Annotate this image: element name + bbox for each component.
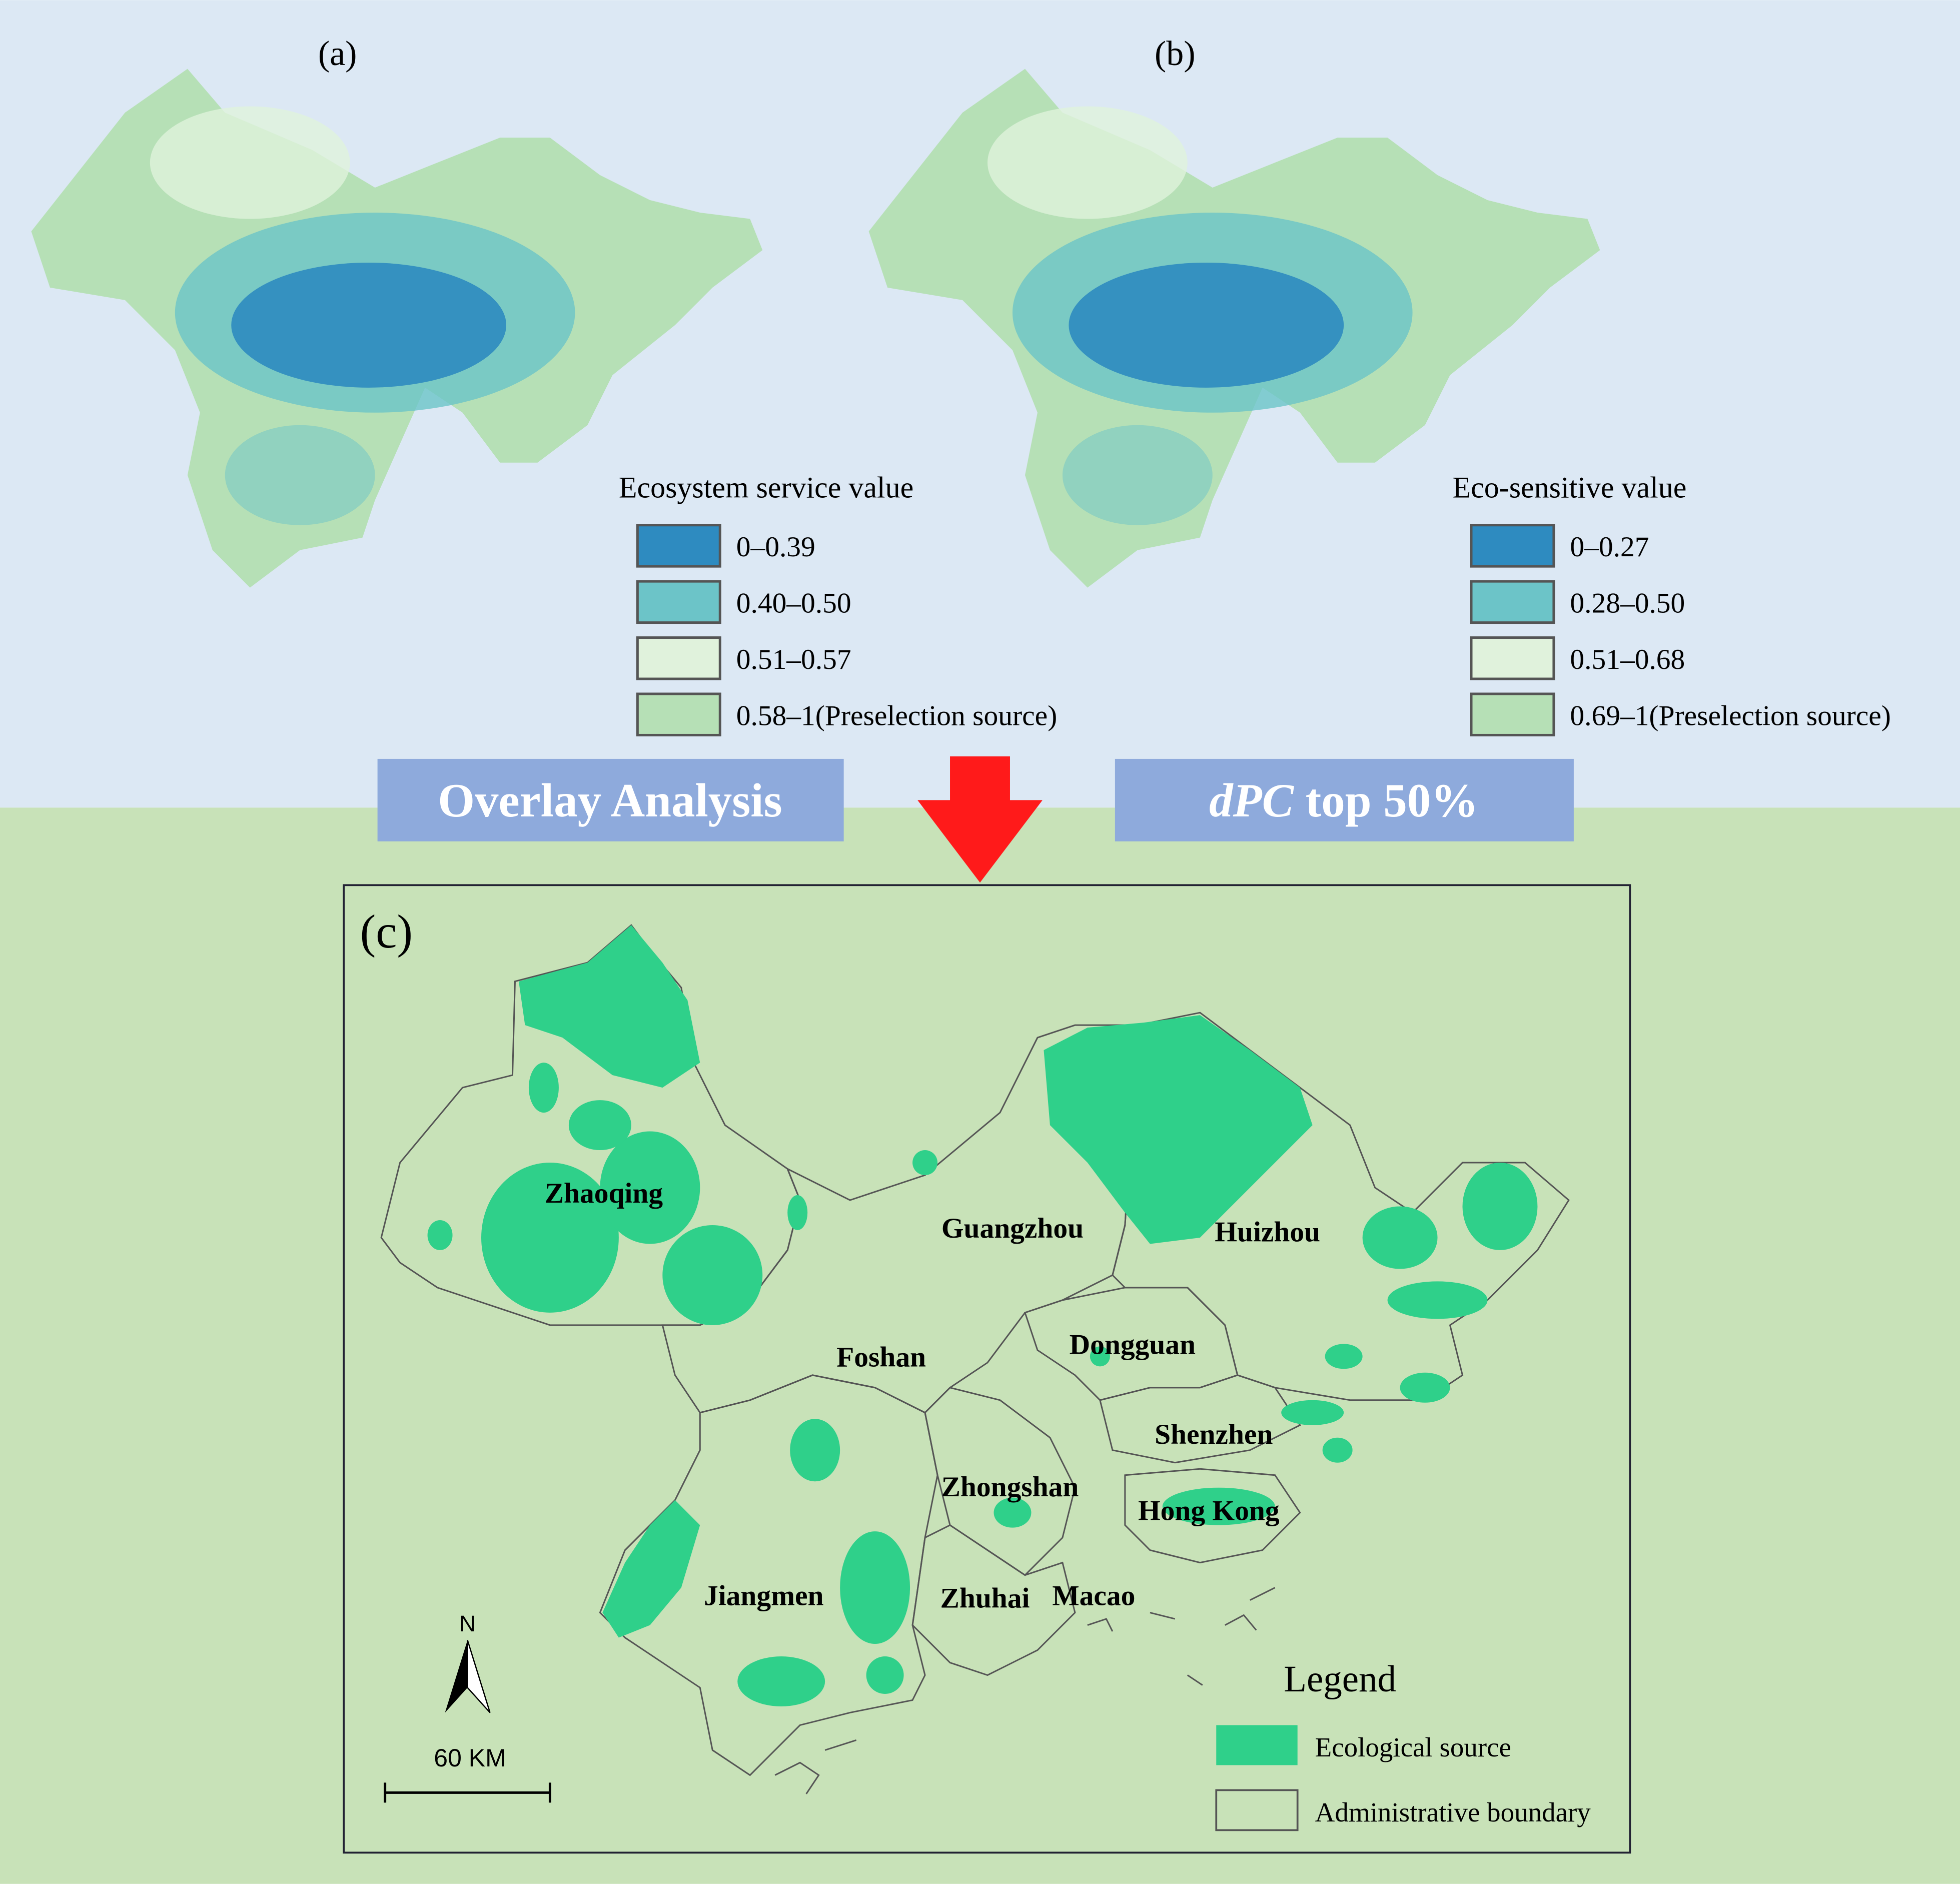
legend-title: Ecosystem service value xyxy=(619,471,913,504)
panel-label: (c) xyxy=(360,905,413,958)
low-value-zone xyxy=(150,106,350,219)
city-label: Zhaoqing xyxy=(545,1178,663,1209)
arrow xyxy=(917,756,1043,883)
raster-map xyxy=(31,69,763,588)
scale-label: 60 KM xyxy=(434,1744,506,1772)
eco-patch xyxy=(1281,1400,1344,1425)
boundary xyxy=(924,1387,1076,1576)
boundary xyxy=(1112,1012,1570,1401)
eco-patch xyxy=(528,1063,559,1113)
city-label: Foshan xyxy=(836,1341,926,1373)
eco-patch xyxy=(568,1100,631,1151)
eco-patch xyxy=(518,925,700,1088)
legend-label: Administrative boundary xyxy=(1315,1797,1591,1827)
city-label: Dongguan xyxy=(1070,1329,1196,1360)
legend-label: 0–0.27 xyxy=(1570,531,1649,563)
boundary-map xyxy=(380,924,1570,1794)
step-box xyxy=(377,758,844,841)
ecological-patches xyxy=(427,925,1538,1706)
city-label: Zhongshan xyxy=(941,1471,1079,1503)
eco-patch xyxy=(1325,1344,1363,1369)
eco-patch xyxy=(602,1500,700,1638)
eco-patch xyxy=(1400,1372,1450,1403)
city-label: Shenzhen xyxy=(1155,1419,1273,1450)
legend-swatch xyxy=(636,692,721,736)
raster-map xyxy=(868,69,1600,588)
eco-patch xyxy=(1162,1487,1275,1525)
eco-patch xyxy=(662,1225,763,1325)
boundary xyxy=(911,1524,1076,1676)
mid-value-zone xyxy=(1062,425,1213,525)
legend-swatch xyxy=(636,580,721,624)
eco-patch xyxy=(600,1131,700,1244)
eco-patch xyxy=(1362,1206,1438,1269)
eco-patch xyxy=(1044,1015,1313,1244)
legend-label: Ecological source xyxy=(1315,1732,1511,1762)
legend-swatch xyxy=(1215,1789,1299,1831)
panel-label: (a) xyxy=(318,35,357,73)
legend-label: 0.28–0.50 xyxy=(1570,588,1685,619)
step-label-rest: top 50% xyxy=(1306,774,1478,827)
step-label-italic: dPC xyxy=(1209,774,1294,827)
legend-label: 0.69–1(Preselection source) xyxy=(1570,700,1891,731)
legend-label: 0–0.39 xyxy=(736,531,815,563)
north-arrow xyxy=(467,1640,491,1713)
boundary xyxy=(599,1374,938,1776)
legend-swatch xyxy=(1470,580,1555,624)
bottom-background xyxy=(0,807,1960,1884)
legend-swatch xyxy=(1470,692,1555,736)
eco-patch xyxy=(787,1195,808,1230)
legend-label: 0.51–0.57 xyxy=(736,644,851,675)
city-label: Hong Kong xyxy=(1138,1495,1280,1527)
eco-patch xyxy=(912,1150,938,1176)
boundary xyxy=(661,1024,1151,1414)
eco-patch xyxy=(427,1220,453,1250)
step-label: Overlay Analysis xyxy=(438,774,782,827)
eco-patch xyxy=(1387,1281,1488,1319)
city-label: Zhuhai xyxy=(940,1583,1030,1614)
legend-swatch xyxy=(1216,1725,1298,1765)
low-value-zone xyxy=(1069,262,1344,388)
legend-swatch xyxy=(1470,636,1555,680)
north-arrow xyxy=(445,1640,468,1713)
city-label: Guangzhou xyxy=(941,1213,1084,1244)
eco-patch xyxy=(866,1656,904,1694)
step-box xyxy=(1115,758,1574,841)
eco-patch xyxy=(1322,1437,1353,1463)
legend-label: 0.58–1(Preselection source) xyxy=(736,700,1058,731)
map-frame xyxy=(343,884,1631,1854)
eco-patch xyxy=(994,1497,1032,1528)
eco-patch xyxy=(840,1531,910,1644)
legend-title: Eco-sensitive value xyxy=(1453,471,1687,504)
eco-patch xyxy=(737,1656,825,1706)
boundary xyxy=(1124,1468,1301,1564)
legend-label: 0.40–0.50 xyxy=(736,588,851,619)
legend-swatch xyxy=(1470,524,1555,568)
city-label: Jiangmen xyxy=(704,1580,824,1612)
eco-patch xyxy=(790,1419,840,1482)
legend-swatch xyxy=(636,524,721,568)
eco-patch xyxy=(1462,1163,1538,1250)
panel-label: (b) xyxy=(1155,35,1196,73)
islands xyxy=(774,1587,1276,1794)
legend-label: 0.51–0.68 xyxy=(1570,644,1685,675)
legend-swatch xyxy=(636,636,721,680)
scale-bar xyxy=(384,1782,551,1803)
low-value-zone xyxy=(231,262,506,388)
north-label: N xyxy=(459,1611,475,1636)
eco-patch xyxy=(481,1163,619,1313)
eco-patch xyxy=(1090,1346,1110,1367)
city-label: Macao xyxy=(1052,1580,1135,1612)
legend-title: Legend xyxy=(1284,1658,1396,1700)
mid-value-zone xyxy=(225,425,375,525)
city-label: Huizhou xyxy=(1215,1216,1320,1248)
low-value-zone xyxy=(987,106,1188,219)
step-label: dPC top 50% xyxy=(1209,774,1478,827)
